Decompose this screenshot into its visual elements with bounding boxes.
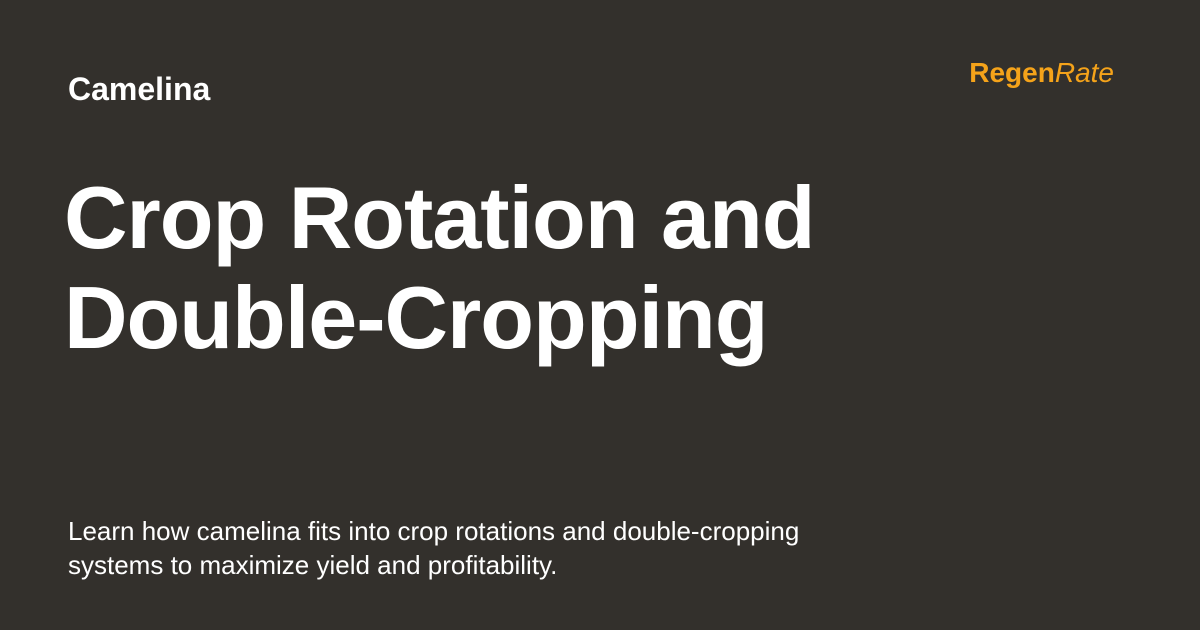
page-description: Learn how camelina fits into crop rotati… <box>68 516 800 580</box>
page-title: Crop Rotation and Double-Cropping <box>64 168 815 367</box>
logo-text-rate: Rate <box>1054 57 1114 88</box>
brand-logo: RegenRate <box>969 56 1114 90</box>
logo-text-regen: Regen <box>969 57 1055 88</box>
category-label: Camelina <box>68 71 211 107</box>
